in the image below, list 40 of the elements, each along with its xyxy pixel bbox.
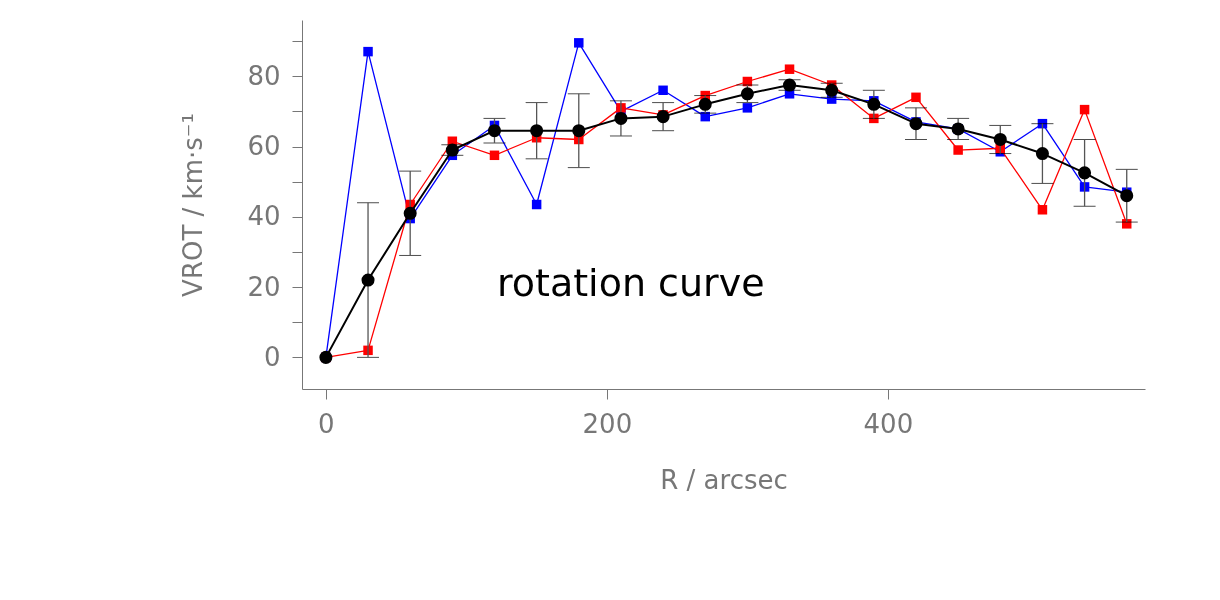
point: [403, 206, 417, 220]
point: [530, 124, 544, 138]
point: [614, 111, 628, 125]
point: [445, 143, 459, 157]
x-tick-label: 400: [863, 408, 914, 439]
y-tick-label: 20: [247, 271, 281, 302]
y-tick-label: 80: [247, 60, 281, 91]
point: [489, 150, 500, 161]
y-tick-label: 60: [247, 131, 281, 162]
point: [656, 110, 670, 124]
y-tick-label: 40: [247, 201, 281, 232]
point: [1037, 205, 1048, 215]
point: [572, 124, 586, 138]
point: [909, 117, 923, 131]
point: [574, 38, 584, 48]
x-tick-label: 200: [582, 408, 633, 439]
point: [740, 87, 754, 101]
point: [911, 92, 921, 103]
point: [784, 64, 795, 74]
y-tick-label: 0: [263, 341, 281, 372]
point: [1078, 166, 1092, 180]
point: [361, 273, 375, 287]
point: [867, 97, 881, 111]
point: [1035, 147, 1049, 161]
point: [1079, 104, 1090, 115]
point: [993, 132, 1007, 146]
point: [487, 124, 501, 138]
point: [783, 78, 797, 92]
point: [658, 85, 668, 96]
x-tick-label: 0: [318, 408, 335, 439]
x-axis-title: R / arcsec: [660, 464, 788, 495]
point: [363, 46, 373, 57]
point: [825, 83, 839, 97]
point: [1120, 189, 1134, 203]
point: [742, 103, 753, 113]
point: [953, 145, 963, 155]
point: [531, 199, 542, 210]
annotation: rotation curve: [497, 261, 765, 305]
point: [698, 97, 712, 111]
y-axis-title: VROT / km·s⁻¹: [178, 113, 209, 297]
